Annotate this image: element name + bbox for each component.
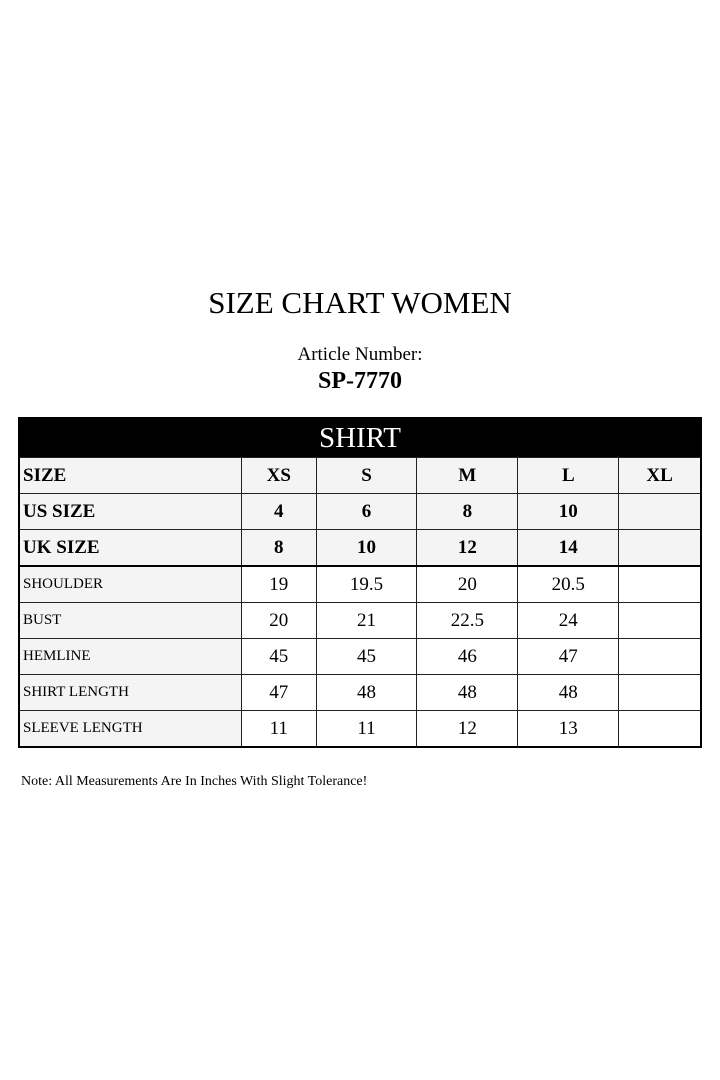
table-cell: 12 — [416, 710, 519, 748]
table-cell: 11 — [241, 710, 317, 748]
table-cell: 45 — [241, 638, 317, 675]
table-cell: 12 — [416, 529, 519, 567]
row-label: SLEEVE LENGTH — [18, 710, 242, 748]
table-row: BUST 20 21 22.5 24 — [18, 602, 702, 639]
article-label: Article Number: — [297, 344, 423, 365]
table-row: US SIZE 4 6 8 10 — [18, 493, 702, 530]
table-row: UK SIZE 8 10 12 14 — [18, 529, 702, 567]
table-cell: M — [416, 457, 519, 494]
table-cell: 20 — [241, 602, 317, 639]
table-cell: 45 — [315, 638, 418, 675]
table-cell: 10 — [315, 529, 418, 567]
row-label: SHOULDER — [18, 565, 242, 603]
table-cell: 20.5 — [517, 565, 620, 603]
table-cell: 19.5 — [315, 565, 418, 603]
table-cell: S — [315, 457, 418, 494]
table-cell: 21 — [315, 602, 418, 639]
row-label: BUST — [18, 602, 242, 639]
section-header: SHIRT — [19, 418, 701, 458]
table-cell: 10 — [517, 493, 620, 530]
table-cell: 47 — [517, 638, 620, 675]
table-cell — [618, 638, 702, 675]
row-label: SIZE — [18, 457, 242, 494]
table-cell — [618, 529, 702, 567]
table-cell: L — [517, 457, 620, 494]
row-label: SHIRT LENGTH — [18, 674, 242, 711]
measurement-note: Note: All Measurements Are In Inches Wit… — [21, 774, 368, 789]
table-cell: 13 — [517, 710, 620, 748]
table-cell: 20 — [416, 565, 519, 603]
table-cell — [618, 602, 702, 639]
table-cell: XS — [241, 457, 317, 494]
table-cell — [618, 674, 702, 711]
table-cell: 48 — [416, 674, 519, 711]
page-title: SIZE CHART WOMEN — [208, 285, 512, 320]
table-cell: 4 — [241, 493, 317, 530]
table-cell: 48 — [517, 674, 620, 711]
table-cell: 46 — [416, 638, 519, 675]
article-number: SP-7770 — [318, 368, 402, 394]
table-cell: 6 — [315, 493, 418, 530]
table-cell: 19 — [241, 565, 317, 603]
table-cell: 48 — [315, 674, 418, 711]
table-row: SIZE XS S M L XL — [18, 457, 702, 494]
table-cell — [618, 565, 702, 603]
table-cell: 47 — [241, 674, 317, 711]
table-cell: 22.5 — [416, 602, 519, 639]
table-cell: 24 — [517, 602, 620, 639]
table-cell — [618, 493, 702, 530]
table-cell: 14 — [517, 529, 620, 567]
table-cell: 11 — [315, 710, 418, 748]
table-cell: 8 — [241, 529, 317, 567]
table-row: SHIRT LENGTH 47 48 48 48 — [18, 674, 702, 711]
table-row: HEMLINE 45 45 46 47 — [18, 638, 702, 675]
size-chart-table: SHIRT SIZE XS S M L XL US SIZE 4 6 8 10 UK SIZE 8 10 1… — [18, 417, 702, 748]
row-label: HEMLINE — [18, 638, 242, 675]
table-cell — [618, 710, 702, 748]
row-label: US SIZE — [18, 493, 242, 530]
table-row: SHOULDER 19 19.5 20 20.5 — [18, 565, 702, 603]
table-row: SLEEVE LENGTH 11 11 12 13 — [18, 710, 702, 748]
row-label: UK SIZE — [18, 529, 242, 567]
table-cell: 8 — [416, 493, 519, 530]
table-cell: XL — [618, 457, 702, 494]
